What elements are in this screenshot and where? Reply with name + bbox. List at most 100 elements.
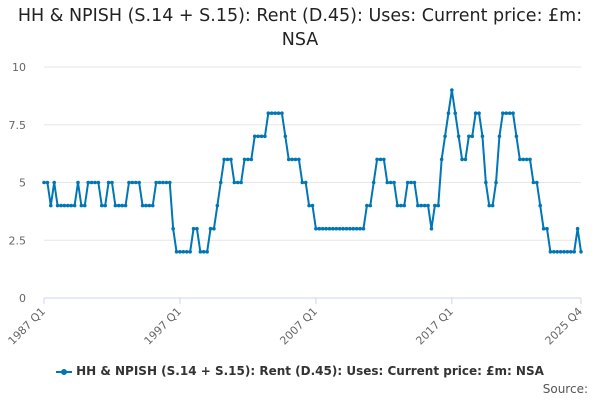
data-point bbox=[62, 203, 67, 208]
data-point bbox=[42, 180, 46, 185]
data-point bbox=[93, 180, 97, 185]
data-point bbox=[456, 134, 461, 139]
data-point bbox=[273, 111, 277, 115]
data-point bbox=[181, 250, 186, 254]
data-point bbox=[494, 180, 498, 185]
data-point bbox=[348, 226, 352, 231]
data-point bbox=[147, 203, 152, 208]
data-point bbox=[463, 157, 468, 162]
data-point bbox=[99, 203, 104, 208]
data-point bbox=[375, 157, 379, 162]
data-point bbox=[419, 203, 424, 208]
series-line bbox=[42, 88, 583, 254]
data-point bbox=[96, 180, 101, 185]
data-point bbox=[127, 180, 131, 185]
data-point bbox=[484, 180, 488, 185]
data-point bbox=[249, 157, 254, 162]
data-point bbox=[344, 226, 349, 231]
data-point bbox=[575, 226, 580, 231]
data-point bbox=[154, 180, 158, 185]
data-point bbox=[531, 180, 536, 185]
data-point bbox=[545, 226, 549, 231]
data-point bbox=[535, 180, 539, 185]
data-point bbox=[283, 134, 288, 139]
data-point bbox=[514, 134, 519, 139]
data-point bbox=[120, 203, 124, 208]
x-tick-label: 2017 Q1 bbox=[413, 305, 456, 348]
data-point bbox=[538, 203, 543, 208]
data-point bbox=[45, 180, 50, 185]
data-point bbox=[351, 226, 356, 231]
source-label: Source: bbox=[542, 382, 588, 396]
data-point bbox=[314, 226, 318, 231]
data-point bbox=[297, 157, 301, 162]
y-tick-label: 10 bbox=[12, 61, 26, 74]
data-point bbox=[229, 157, 233, 162]
legend[interactable]: HH & NPISH (S.14 + S.15): Rent (D.45): U… bbox=[0, 364, 600, 378]
data-point bbox=[565, 250, 570, 254]
data-point bbox=[453, 111, 458, 115]
data-point bbox=[246, 157, 250, 162]
data-point bbox=[259, 134, 264, 139]
data-point bbox=[361, 226, 366, 231]
data-point bbox=[144, 203, 148, 208]
data-point bbox=[130, 180, 135, 185]
data-point bbox=[497, 134, 502, 139]
data-point bbox=[82, 203, 87, 208]
data-point bbox=[103, 203, 107, 208]
data-point bbox=[382, 157, 386, 162]
data-point bbox=[490, 203, 495, 208]
data-point bbox=[446, 111, 451, 115]
chart-title: HH & NPISH (S.14 + S.15): Rent (D.45): U… bbox=[17, 6, 583, 50]
legend-swatch-icon bbox=[56, 366, 73, 378]
data-point bbox=[263, 134, 267, 139]
data-point bbox=[137, 180, 141, 185]
y-tick-label: 2.5 bbox=[9, 234, 27, 247]
data-point bbox=[504, 111, 509, 115]
data-point bbox=[191, 226, 196, 231]
data-point bbox=[239, 180, 243, 185]
data-point bbox=[76, 180, 80, 185]
data-point bbox=[178, 250, 182, 254]
data-point bbox=[477, 111, 481, 115]
data-point bbox=[541, 226, 546, 231]
data-point bbox=[133, 180, 138, 185]
data-point bbox=[164, 180, 169, 185]
data-point bbox=[320, 226, 325, 231]
data-point bbox=[416, 203, 420, 208]
data-point bbox=[385, 180, 390, 185]
data-point bbox=[167, 180, 172, 185]
data-point bbox=[123, 203, 128, 208]
data-point bbox=[310, 203, 315, 208]
y-axis-ticks: 0 2.5 5 7.5 10 bbox=[9, 61, 27, 305]
data-point bbox=[439, 157, 444, 162]
data-point bbox=[467, 134, 471, 139]
data-point bbox=[405, 180, 410, 185]
data-point bbox=[232, 180, 237, 185]
data-point bbox=[280, 111, 284, 115]
x-axis: 1987 Q1 1997 Q1 2007 Q1 2017 Q1 2025 Q4 bbox=[6, 297, 585, 348]
data-point bbox=[317, 226, 322, 231]
data-point bbox=[140, 203, 145, 208]
data-point bbox=[116, 203, 121, 208]
data-point bbox=[113, 203, 118, 208]
data-point bbox=[212, 226, 216, 231]
data-point bbox=[222, 157, 226, 162]
data-point bbox=[521, 157, 526, 162]
data-point bbox=[52, 180, 56, 185]
data-point bbox=[79, 203, 84, 208]
data-point bbox=[89, 180, 94, 185]
data-point bbox=[195, 226, 199, 231]
data-point bbox=[443, 134, 447, 139]
data-point bbox=[558, 250, 563, 254]
data-point bbox=[409, 180, 413, 185]
data-point bbox=[150, 203, 155, 208]
data-point bbox=[480, 134, 485, 139]
data-point bbox=[392, 180, 396, 185]
data-point bbox=[433, 203, 437, 208]
data-point bbox=[65, 203, 70, 208]
data-point bbox=[110, 180, 114, 185]
data-point bbox=[518, 157, 522, 162]
data-point bbox=[429, 226, 434, 231]
